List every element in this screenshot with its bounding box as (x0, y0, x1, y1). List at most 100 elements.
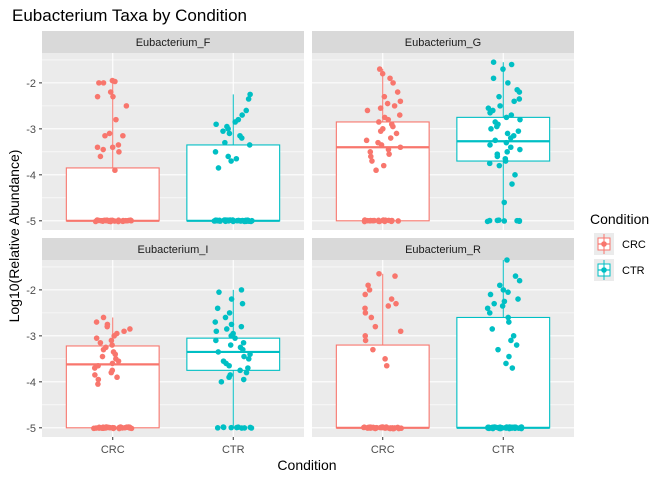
legend: Condition CRC CTR (590, 211, 649, 281)
y-tick-label: -3 (26, 124, 36, 136)
data-point (499, 303, 506, 309)
data-point (222, 314, 229, 321)
data-point (216, 289, 222, 295)
data-point (109, 424, 116, 431)
data-point (364, 107, 371, 114)
data-point (515, 128, 522, 134)
data-point (112, 167, 118, 174)
data-point (247, 424, 254, 431)
data-point (395, 218, 402, 224)
data-point (506, 353, 512, 360)
box-iqr (186, 337, 281, 371)
data-point (503, 360, 509, 367)
data-point (115, 358, 122, 364)
data-point (487, 109, 493, 116)
data-point (99, 353, 106, 360)
data-point (223, 326, 230, 332)
x-tick-label: CTR (222, 444, 245, 456)
data-point (496, 162, 503, 169)
data-point (512, 424, 519, 430)
data-point (123, 424, 130, 430)
data-point (238, 425, 245, 431)
data-point (387, 135, 394, 141)
data-point (94, 144, 101, 151)
data-point (516, 96, 523, 102)
data-point (497, 425, 504, 432)
data-point (240, 376, 247, 383)
data-point (380, 424, 386, 430)
data-point (243, 369, 250, 376)
data-point (212, 319, 219, 325)
data-point (490, 59, 497, 65)
data-point (96, 80, 102, 86)
data-point (362, 218, 368, 224)
box-iqr (456, 116, 551, 162)
facet-panel: Eubacterium_G (312, 31, 574, 230)
data-point (487, 291, 494, 298)
legend-key-crc (594, 233, 614, 255)
data-point (397, 144, 404, 151)
data-point (106, 130, 113, 137)
data-point (213, 337, 219, 344)
data-point (377, 128, 384, 134)
box-iqr (65, 345, 160, 429)
data-point (496, 282, 503, 289)
facet-label: Eubacterium_I (138, 244, 209, 256)
data-point (484, 218, 491, 225)
data-point (239, 112, 245, 118)
data-point (370, 346, 376, 353)
data-point (393, 130, 400, 137)
data-point (388, 218, 395, 225)
data-point (503, 114, 510, 121)
data-point (513, 342, 520, 348)
data-point (237, 217, 243, 224)
data-point (504, 149, 510, 155)
data-point (362, 305, 368, 312)
data-point (226, 374, 232, 381)
data-point (228, 424, 235, 431)
data-point (228, 158, 234, 164)
data-point (111, 333, 117, 339)
y-tick-label: -5 (26, 216, 36, 228)
x-axis-group: CRC CTR CRC CTR (101, 437, 515, 456)
y-axis-group: -5 -4 -3 -2 -5 -4 -3 -2 (26, 78, 42, 435)
facet-label: Eubacterium_R (405, 244, 481, 256)
data-point (365, 282, 371, 289)
data-point (100, 146, 107, 153)
data-point (508, 61, 515, 68)
data-point (127, 326, 133, 332)
data-point (230, 218, 237, 225)
data-point (228, 321, 235, 328)
data-point (501, 199, 508, 206)
data-point (391, 103, 398, 109)
data-point (97, 153, 104, 160)
legend-key-point (601, 241, 607, 247)
data-point (516, 89, 523, 95)
facet-panel: Eubacterium_F (42, 31, 304, 230)
data-point (496, 93, 502, 100)
data-point (516, 277, 523, 284)
facet-strip (312, 31, 574, 53)
legend-key-ctr (594, 259, 614, 281)
facet-strip (312, 238, 574, 260)
data-point (379, 70, 386, 77)
data-point (490, 75, 497, 82)
y-tick-label: -4 (26, 170, 36, 182)
data-point (372, 323, 379, 330)
data-point (393, 300, 399, 307)
data-point (112, 351, 119, 358)
data-point (220, 424, 227, 431)
data-point (232, 335, 238, 341)
data-point (240, 339, 247, 346)
data-point (240, 346, 246, 353)
data-point (509, 365, 516, 371)
data-point (385, 146, 392, 153)
data-point (504, 257, 510, 263)
data-point (222, 139, 228, 146)
data-point (245, 365, 251, 371)
data-point (508, 112, 515, 118)
data-point (396, 112, 403, 118)
data-point (109, 144, 116, 151)
data-point (110, 93, 116, 100)
data-point (213, 121, 219, 128)
